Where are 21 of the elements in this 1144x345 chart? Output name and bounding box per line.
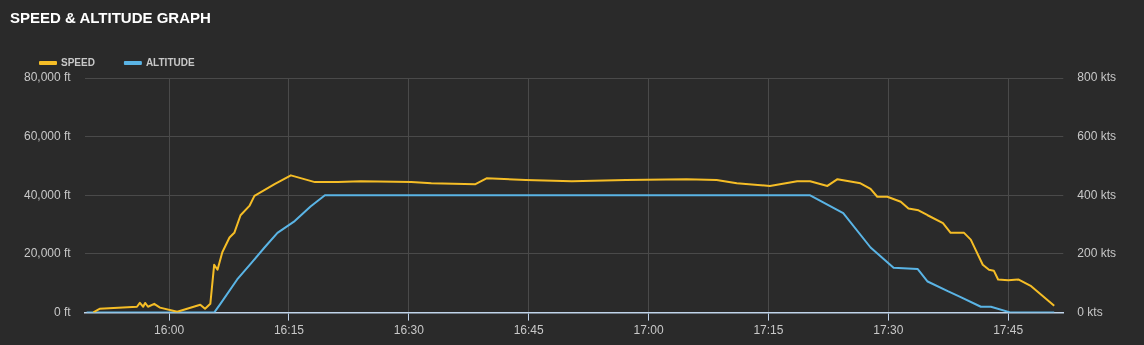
x-tick-label: 16:30: [393, 323, 425, 338]
y2-tick-label: 200 kts: [1077, 246, 1117, 261]
x-tick-label: 17:30: [873, 323, 904, 338]
x-tick-label: 17:45: [993, 323, 1024, 338]
x-tick-label: 17:00: [633, 323, 664, 338]
legend-label: SPEED: [61, 56, 95, 68]
y-tick-label: 0 ft: [54, 304, 72, 319]
y-tick-label: 60,000 ft: [23, 128, 72, 143]
y-tick-label: 40,000 ft: [23, 187, 72, 202]
y-tick-label: 20,000 ft: [23, 246, 72, 261]
x-tick-label: 16:00: [154, 323, 185, 338]
x-tick-label: 16:15: [273, 323, 305, 338]
x-tick-label: 17:15: [753, 323, 784, 338]
y2-tick-label: 800 kts: [1077, 70, 1117, 85]
legend-label: ALTITUDE: [145, 56, 195, 68]
y2-tick-label: 600 kts: [1077, 128, 1117, 143]
x-tick-label: 16:45: [513, 323, 545, 338]
y2-tick-label: 400 kts: [1077, 187, 1117, 202]
y2-tick-label: 0 kts: [1077, 304, 1103, 319]
y-tick-label: 80,000 ft: [23, 70, 72, 85]
chart-title: SPEED & ALTITUDE GRAPH: [10, 9, 211, 27]
